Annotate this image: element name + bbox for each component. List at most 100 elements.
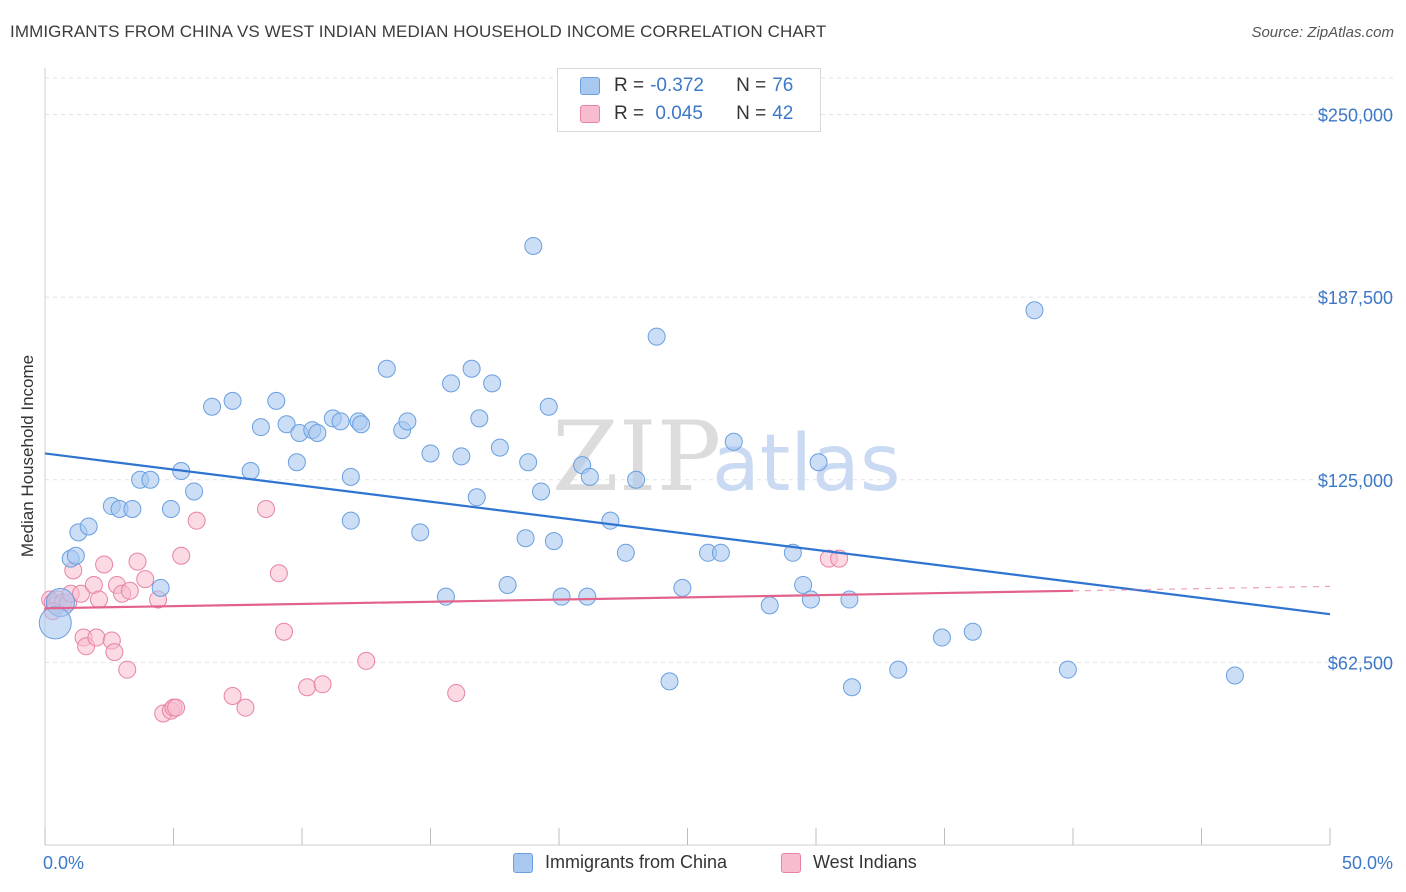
china-point [467,488,486,507]
y-axis-title: Median Household Income [18,355,37,557]
china-point [539,397,558,416]
china-point [241,461,260,480]
west-indians-point [95,555,114,574]
china-point [398,412,417,431]
watermark: ZIP atlas [552,401,901,513]
china-point [141,470,160,489]
west-indians-point [167,698,186,717]
west-indians-point [87,628,106,647]
china-point [123,499,142,518]
watermark-zip: ZIP [552,401,721,513]
west-indians-point [136,570,155,589]
bottom-swatch-west-indians [781,852,801,873]
y-tick-label: $187,500 [1318,288,1393,308]
west-indians-point [313,675,332,694]
china-point [223,391,242,410]
bottom-legend-china: Immigrants from China [513,852,727,873]
y-tick-label: $125,000 [1318,471,1393,491]
china-point [660,672,679,691]
china-point [79,517,98,536]
china-point [462,359,481,378]
china-point [287,453,306,472]
china-point [516,529,535,548]
source-label: Source: ZipAtlas.com [1251,24,1394,41]
bottom-legend-west-indians: West Indians [781,852,917,873]
correlation-legend: R = -0.372 N = 76 R = 0.045 N = 42 [557,68,821,132]
china-point [794,575,813,594]
china-point [203,397,222,416]
west-indians-point [128,552,147,571]
west-indians-point [187,511,206,530]
legend-n-value: 42 [772,103,794,124]
china-point [647,327,666,346]
china-point [421,444,440,463]
china-point [251,418,270,437]
china-point [352,415,371,434]
chart-title: IMMIGRANTS FROM CHINA VS WEST INDIAN MED… [10,22,827,41]
china-point [932,628,951,647]
west-indians-point [298,678,317,697]
china-point [442,374,461,393]
china-point [470,409,489,428]
china-point [711,543,730,562]
china-point [580,467,599,486]
china-point [889,660,908,679]
grid-lines [45,77,1395,663]
west-indians-point [172,546,191,565]
legend-r-label: R = [614,75,645,96]
china-point [601,511,620,530]
china-points [38,237,1244,697]
china-point [277,415,296,434]
west-indians-trend-line [44,589,1074,610]
tick-labels: $62,500 $125,000 $187,500 $250,000 0.0% 50.0% [43,106,1393,873]
china-point [673,578,692,597]
china-point [519,453,538,472]
china-point [490,438,509,457]
x-tick-label-min: 0.0% [43,853,84,873]
china-point [185,482,204,501]
y-tick-label: $250,000 [1318,106,1393,126]
china-point [267,391,286,410]
china-point [411,523,430,542]
watermark-atlas: atlas [712,419,901,509]
west-indians-point [269,564,288,583]
china-point [1058,660,1077,679]
legend-r-value: 0.045 [650,103,703,124]
china-point [1025,301,1044,320]
china-point [341,467,360,486]
legend-n-label: N = [736,103,767,124]
bottom-legend-china-label: Immigrants from China [545,852,728,872]
china-point [616,543,635,562]
china-point [1225,666,1244,685]
y-tick-label: $62,500 [1328,653,1393,673]
legend-n-label: N = [736,75,767,96]
west-indians-point [118,660,137,679]
bottom-legend-west-indians-label: West Indians [813,852,917,872]
china-point [809,453,828,472]
china-point [524,237,543,256]
china-point [308,424,327,443]
china-point [452,447,471,466]
legend-row-china: R = -0.372 N = 76 [580,73,793,99]
legend-r-label: R = [614,103,645,124]
china-point [331,412,350,431]
west-indians-point [71,584,90,603]
legend-row-west-indians: R = 0.045 N = 42 [580,101,793,127]
west-indians-points [41,499,849,723]
west-indians-point [275,622,294,641]
china-point [341,511,360,530]
china-point [161,499,180,518]
x-tick-label-max: 50.0% [1342,853,1393,873]
china-point [552,587,571,606]
china-point [377,359,396,378]
west-indians-point [120,581,139,600]
legend-n-value: 76 [772,75,794,96]
china-point [544,532,563,551]
china-point [578,587,597,606]
west-indians-point [223,686,242,705]
west-indians-point [257,499,276,518]
china-point [760,596,779,615]
west-indians-point [89,590,108,609]
axes [44,68,1331,846]
legend-r-value: -0.372 [650,75,704,96]
